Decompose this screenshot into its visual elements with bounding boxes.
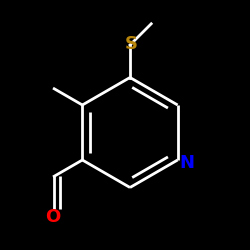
Text: N: N <box>180 154 195 172</box>
Text: S: S <box>124 35 137 53</box>
Text: O: O <box>45 208 60 226</box>
